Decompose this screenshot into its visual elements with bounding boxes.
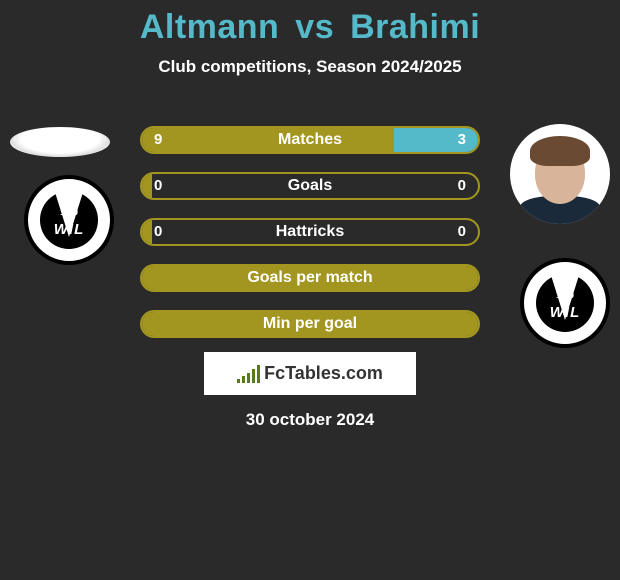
brand-bars-icon xyxy=(237,365,260,383)
brand-text: FcTables.com xyxy=(264,363,383,384)
brand-box: FcTables.com xyxy=(204,352,416,395)
comparison-title: Altmann vs Brahimi xyxy=(0,0,620,47)
player1-name: Altmann xyxy=(140,8,280,46)
vs-label: vs xyxy=(295,8,334,46)
stat-value-right: 0 xyxy=(458,220,466,244)
date-label: 30 october 2024 xyxy=(0,410,620,430)
stat-row-min-per-goal: Min per goal xyxy=(140,310,480,338)
player2-name: Brahimi xyxy=(350,8,480,46)
player1-avatar xyxy=(10,127,110,157)
stat-row-goals-per-match: Goals per match xyxy=(140,264,480,292)
stat-value-right: 0 xyxy=(458,174,466,198)
stat-label: Goals per match xyxy=(142,266,478,290)
subtitle: Club competitions, Season 2024/2025 xyxy=(0,57,620,77)
player2-avatar xyxy=(510,124,610,224)
club-name-right: WIL xyxy=(524,304,606,321)
club-name-left: WIL xyxy=(28,221,110,238)
stat-row-hattricks: 0 Hattricks 0 xyxy=(140,218,480,246)
stat-row-goals: 0 Goals 0 xyxy=(140,172,480,200)
stat-label: Min per goal xyxy=(142,312,478,336)
comparison-chart: 9 Matches 3 0 Goals 0 0 Hattricks 0 Goal… xyxy=(140,126,480,356)
club-top-text-left: FC1900 xyxy=(28,199,110,217)
player1-club-logo: FC1900 WIL xyxy=(24,175,114,265)
stat-label: Matches xyxy=(142,128,478,152)
stat-value-right: 3 xyxy=(458,128,466,152)
player2-club-logo: FC1900 WIL xyxy=(520,258,610,348)
stat-label: Goals xyxy=(142,174,478,198)
stat-row-matches: 9 Matches 3 xyxy=(140,126,480,154)
club-top-text-right: FC1900 xyxy=(524,282,606,300)
stat-label: Hattricks xyxy=(142,220,478,244)
